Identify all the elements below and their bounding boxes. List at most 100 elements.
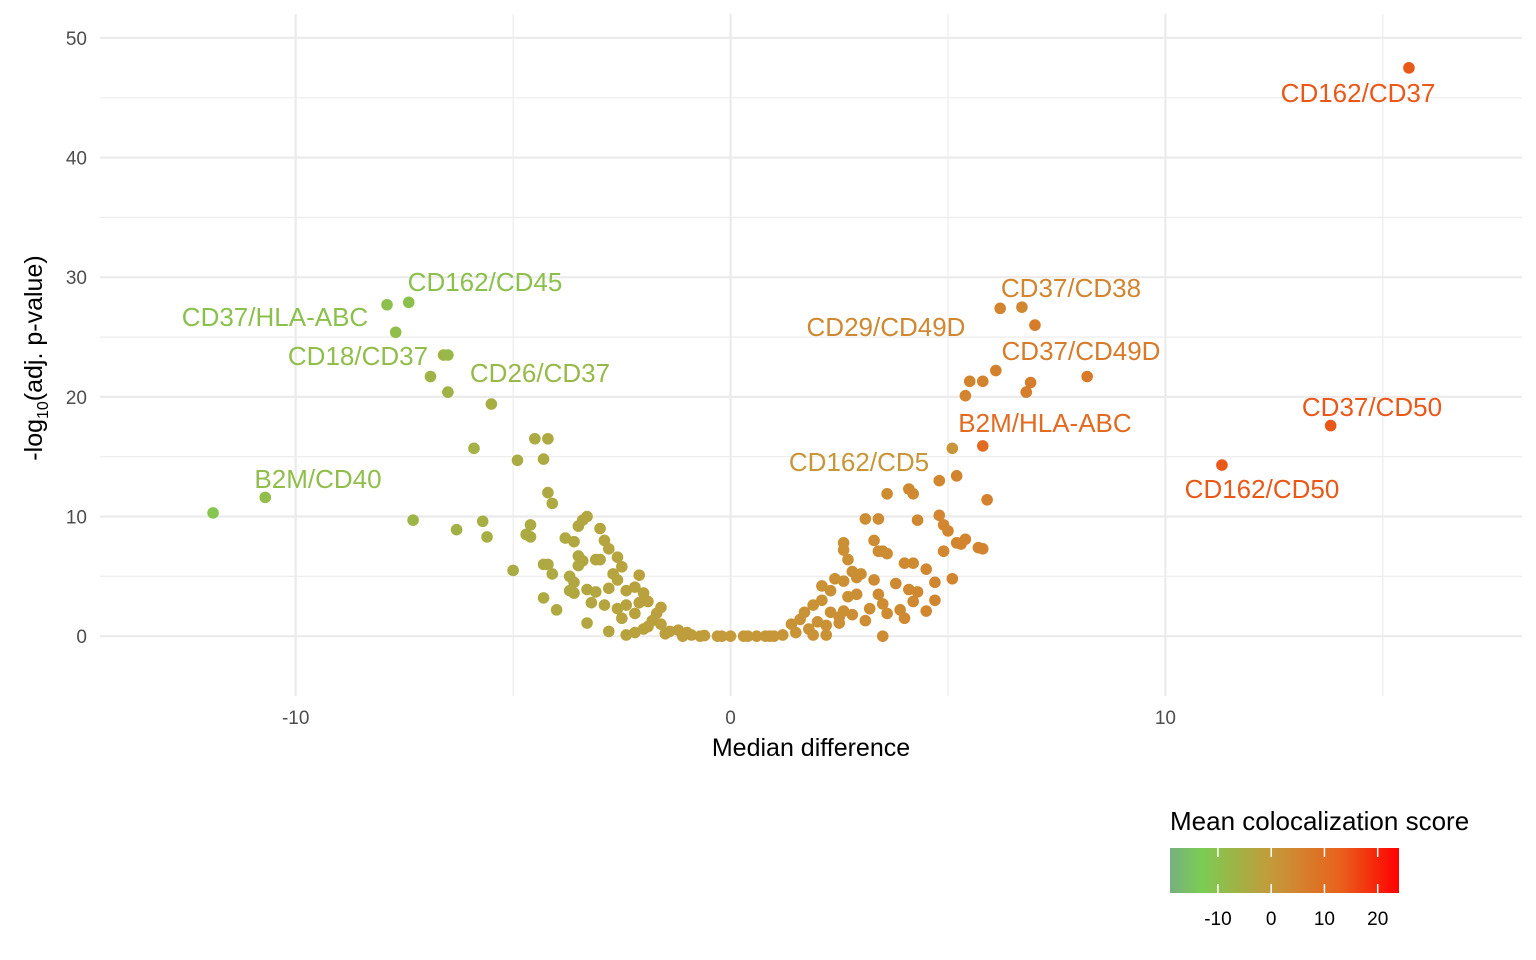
y-axis-title-suffix: (adj. p-value) [20,255,48,401]
labeled-data-point [1016,301,1028,313]
data-point [789,626,802,639]
data-point [581,510,593,523]
data-point [937,545,950,558]
labeled-data-point [994,302,1006,315]
data-point [929,594,941,607]
data-point [407,514,419,526]
data-point [981,493,993,506]
data-point [750,630,763,642]
data-point [642,595,654,608]
data-point [889,577,902,590]
data-point [542,558,554,571]
data-point [824,584,837,597]
data-point [542,486,554,499]
legend-ticks: -10 0 10 20 [1204,848,1388,930]
y-tick-label: 40 [66,149,87,170]
data-point [820,629,833,641]
data-point [602,543,615,555]
data-point [876,598,889,610]
data-point [929,576,941,589]
point-label: B2M/HLA-ABC [958,408,1131,438]
data-point [933,474,946,487]
data-point [959,389,972,402]
data-point [807,599,819,611]
data-point [524,519,537,531]
data-point [933,509,946,522]
data-point [811,616,824,628]
legend-colorbar [1170,848,1399,893]
data-point [585,596,598,609]
x-tick-label: 10 [1155,708,1176,729]
point-label: CD37/CD49D [1002,336,1161,366]
data-point [620,584,632,597]
data-point [602,625,615,638]
data-point [950,470,963,482]
data-point [881,547,893,560]
data-point [807,629,819,641]
data-point [898,557,911,569]
data-point [846,608,859,621]
y-tick-label: 50 [66,29,87,50]
x-tick-label: 0 [725,708,736,729]
data-point [655,601,667,614]
data-point [872,513,885,525]
data-point [581,617,593,629]
data-point [863,602,876,615]
data-point [959,533,972,546]
data-point [550,604,563,616]
data-point [529,432,541,445]
data-point [837,605,850,617]
data-point [1020,386,1033,398]
data-point [611,602,624,615]
data-point [633,596,646,609]
point-label: CD162/CD37 [1281,78,1436,108]
data-point [676,630,689,642]
data-point [1029,319,1041,331]
data-point [842,553,854,566]
data-point [742,630,754,642]
point-label: CD37/CD50 [1302,392,1442,422]
x-tick-label: -10 [282,708,309,729]
data-point [855,568,867,580]
data-point [881,607,893,620]
data-point [881,487,893,500]
point-label: CD18/CD37 [288,341,428,371]
data-point [876,630,889,642]
point-label: CD29/CD49D [807,312,966,342]
data-point [611,551,624,564]
data-point [424,370,437,383]
data-point [903,583,915,596]
data-point [594,522,606,535]
y-axis-title-subscript: 10 [35,401,52,419]
data-point [546,497,559,510]
data-point [798,606,811,619]
point-label: CD37/CD38 [1001,273,1141,303]
data-point [694,630,706,642]
data-point [990,364,1002,377]
data-point [485,398,498,410]
data-point [842,590,854,603]
point-label: CD37/HLA-ABC [182,302,368,332]
color-legend: Mean colocalization score -10 0 10 20 [1170,806,1469,930]
data-point [868,534,880,547]
point-labels: CD162/CD37 CD162/CD45 CD37/HLA-ABC CD18/CD3… [182,78,1442,504]
data-point [655,618,667,631]
data-point [616,612,628,625]
data-point [568,535,580,548]
data-point [450,523,463,536]
data-point [620,599,632,611]
legend-tick-label: 0 [1266,909,1277,930]
data-point [716,630,728,642]
point-label: CD162/CD50 [1185,474,1340,504]
data-points [207,62,1415,642]
data-point [476,515,489,528]
data-point [872,588,885,601]
data-point [946,572,959,585]
data-point [524,531,537,543]
legend-tick-label: -10 [1204,909,1231,930]
data-point [816,580,828,592]
data-point [942,525,954,537]
data-point [629,626,641,639]
data-point [1024,376,1037,389]
data-point [837,575,850,587]
